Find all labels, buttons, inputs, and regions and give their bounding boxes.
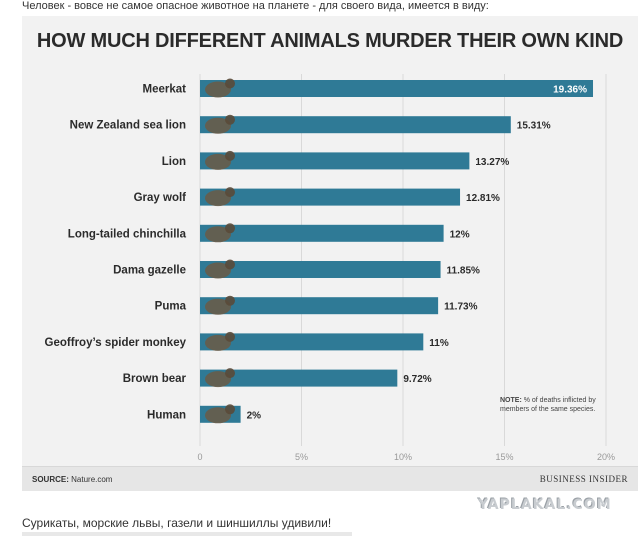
bar [200,369,398,387]
value-label: 11% [429,338,449,349]
category-label: Brown bear [123,373,187,385]
bar [200,261,441,278]
note-label: NOTE: [500,397,522,404]
chart-note: NOTE: % of deaths inflicted by members o… [500,396,620,414]
chart-title: HOW MUCH DIFFERENT ANIMALS MURDER THEIR … [36,30,624,52]
animal-icon [205,371,231,388]
value-label: 11.73% [444,302,477,313]
category-label: Puma [155,301,187,313]
value-label: 13.27% [475,157,509,168]
x-tick-label: 0 [197,452,202,462]
category-label: Meerkat [143,84,187,96]
animal-icon [205,190,231,207]
note-text: % of deaths inflicted by members of the … [500,397,596,413]
bar [200,116,511,134]
value-label: 19.36% [553,85,587,96]
bar [200,297,439,315]
animal-icon [225,187,235,198]
animal-icon [205,298,231,315]
animal-icon [205,117,231,134]
category-label: New Zealand sea lion [70,120,186,132]
x-tick-label: 10% [394,452,412,462]
bar [200,333,424,351]
category-label: Dama gazelle [113,265,186,277]
animal-icon [225,331,235,342]
animal-icon [205,334,231,351]
value-label: 2% [247,410,262,421]
value-label: 15.31% [517,121,551,132]
bar-chart: 0 5% 10% 15% 20% Meerkat 19.36% New Zealand sea… [45,74,615,462]
bar [200,224,444,242]
x-tick-label: 5% [295,452,308,462]
animal-icon [225,114,235,125]
category-label: Geoffroy’s spider monkey [45,337,187,349]
post-caption: Сурикаты, морские львы, газели и шиншилл… [22,516,332,530]
animal-icon [205,407,231,424]
value-label: 12.81% [466,193,500,204]
animal-icon [205,81,231,98]
category-label: Gray wolf [134,192,187,204]
category-label: Long-tailed chinchilla [68,228,187,240]
animal-icon [225,78,235,89]
animal-icon [225,223,235,234]
intro-text: Человек - вовсе не самое опасное животно… [22,0,489,12]
source-text: Nature.com [71,475,113,484]
value-label: 11.85% [447,266,480,277]
value-label: 12% [450,229,470,240]
animal-icon [205,262,231,279]
x-tick-label: 15% [495,452,513,462]
bar [200,152,470,170]
category-label: Human [147,409,186,421]
site-watermark: YAPLAKAL.COM [478,497,612,513]
animal-icon [205,153,231,170]
category-label: Lion [162,156,186,168]
animal-icon [205,226,231,243]
animal-icon [225,295,235,306]
brand-logo: BUSINESS INSIDER [539,474,628,484]
x-tick-label: 20% [597,452,615,462]
content-strip [22,532,352,536]
animal-icon [225,404,235,415]
animal-icon [225,150,235,161]
animal-icon [225,368,235,379]
animal-icon [225,259,235,270]
bar [200,188,461,206]
source-label: SOURCE: [32,475,69,484]
value-label: 9.72% [403,374,431,385]
infographic-card: 0 5% 10% 15% 20% Meerkat 19.36% New Zealand sea… [22,16,638,491]
source-line: SOURCE: Nature.com [32,475,112,484]
bar [200,80,594,97]
chart-footer: SOURCE: Nature.com BUSINESS INSIDER [22,466,638,491]
